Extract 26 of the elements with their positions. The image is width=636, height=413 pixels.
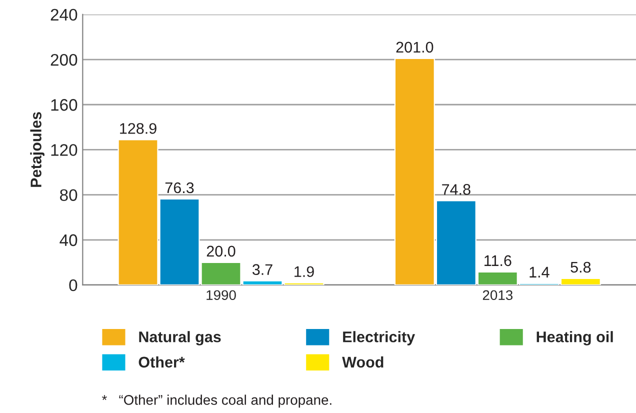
legend-label: Heating oil bbox=[536, 331, 613, 346]
text: * “Other” includes coal and propane. bbox=[102, 394, 332, 408]
y-tick-label: 200 bbox=[50, 54, 78, 66]
legend-label: Electricity bbox=[343, 331, 416, 346]
data-label: 1.9 bbox=[294, 266, 314, 278]
data-label: 128.9 bbox=[120, 123, 156, 134]
data-label: 20.0 bbox=[206, 246, 236, 257]
y-tick-label: 80 bbox=[60, 189, 78, 201]
y-tick-label: 0 bbox=[69, 279, 78, 292]
x-tick-label: 1990 bbox=[206, 290, 236, 300]
data-label: 5.8 bbox=[570, 262, 591, 273]
y-axis-title: Petajoules bbox=[30, 112, 44, 187]
y-tick-label: 120 bbox=[51, 144, 78, 156]
data-label: 76.3 bbox=[165, 182, 194, 194]
legend-label: Natural gas bbox=[139, 331, 221, 346]
legend-label: Other* bbox=[138, 356, 185, 368]
y-tick-label: 160 bbox=[51, 99, 78, 111]
data-label: 1.4 bbox=[530, 266, 550, 278]
data-label: 74.8 bbox=[442, 184, 470, 195]
y-tick-label: 40 bbox=[60, 234, 78, 246]
data-label: 3.7 bbox=[252, 264, 272, 275]
y-tick-label: 240 bbox=[50, 8, 78, 21]
data-label: 201.0 bbox=[396, 42, 434, 53]
x-tick-label: 2013 bbox=[482, 290, 513, 300]
data-label: 11.6 bbox=[484, 255, 512, 266]
legend-label: Wood bbox=[342, 356, 384, 368]
